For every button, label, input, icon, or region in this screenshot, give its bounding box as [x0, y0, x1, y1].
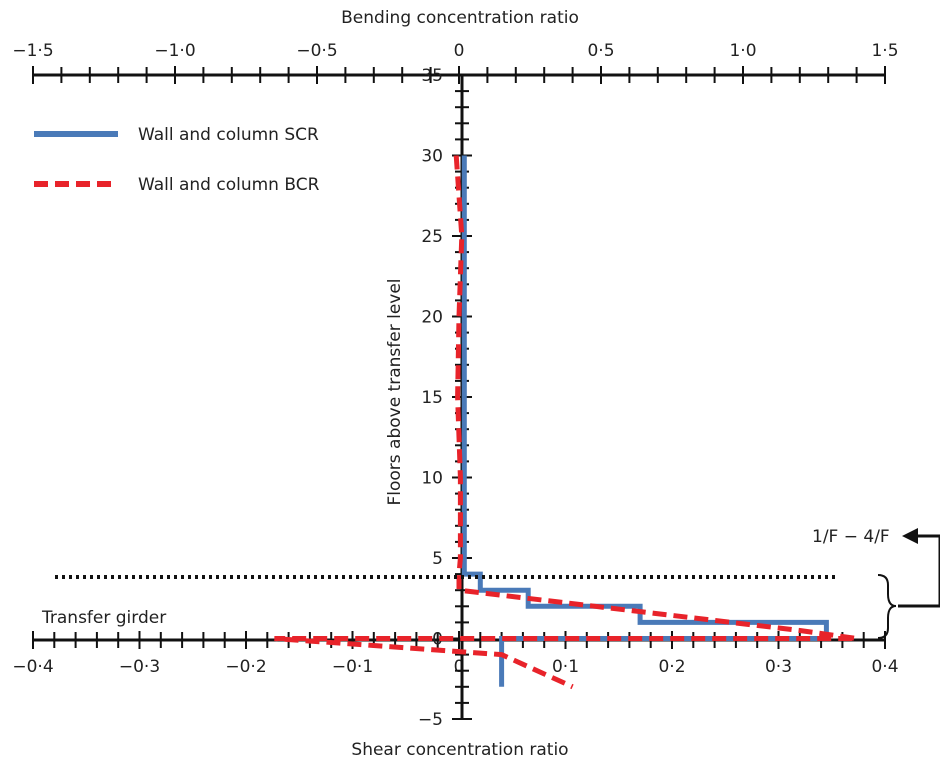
y-axis-tick-label: 20: [421, 308, 443, 328]
bottom-axis-tick-label: −0·2: [225, 657, 266, 677]
y-axis-title: Floors above transfer level: [385, 278, 405, 505]
transfer-girder-label: Transfer girder: [41, 608, 166, 628]
y-axis-tick-label: 10: [421, 469, 443, 489]
y-axis-tick-label: 30: [421, 147, 443, 167]
bottom-axis-tick-label: 0·3: [765, 657, 792, 677]
top-axis-tick-label: −0·5: [296, 41, 337, 61]
annotations-group: Transfer girder 1/F − 4/F: [41, 527, 940, 639]
bottom-axis-tick-label: 0·1: [552, 657, 579, 677]
series-line-1: [461, 155, 829, 687]
bottom-axis-tick-label: 0: [454, 657, 465, 677]
y-axis-tick-label: 5: [432, 549, 443, 569]
y-axis-tick-label: −5: [418, 710, 443, 730]
legend-label-2: Wall and column BCR: [138, 175, 320, 195]
y-axis-tick-label: 15: [421, 388, 443, 408]
top-axis-tick-label: 0: [454, 41, 465, 61]
top-axis-tick-label: 0·5: [587, 41, 614, 61]
floor-range-label: 1/F − 4/F: [812, 527, 890, 547]
bottom-axis-tick-label: −0·1: [332, 657, 373, 677]
bottom-axis-tick-label: 0·2: [658, 657, 685, 677]
bottom-axis-tick-label: −0·3: [119, 657, 160, 677]
floor-range-brace: [877, 574, 897, 639]
series-group: [274, 155, 857, 690]
y-axis-tick-label: 25: [421, 227, 443, 247]
bottom-axis-tick-label: 0·4: [871, 657, 898, 677]
top-axis-tick-label: −1·5: [12, 41, 53, 61]
bottom-axis-title: Shear concentration ratio: [351, 740, 568, 760]
axes-group: −1·5 −1·0 −0·5 0 0·5 1·0 1·5 Bending concentrat…: [12, 8, 898, 760]
floor-range-pointer: [898, 534, 940, 608]
legend: Wall and column SCR Wall and column BCR: [34, 125, 320, 195]
y-axis-tick-label: 0: [432, 630, 443, 650]
top-axis-tick-label: 1·5: [871, 41, 898, 61]
top-axis-tick-label: −1·0: [154, 41, 195, 61]
top-axis-title: Bending concentration ratio: [341, 8, 579, 28]
floor-range-arrowhead: [902, 528, 918, 544]
legend-label-1: Wall and column SCR: [138, 125, 319, 145]
top-axis-tick-label: 1·0: [729, 41, 756, 61]
bottom-axis-tick-label: −0·4: [12, 657, 53, 677]
series-line-2: [274, 155, 857, 690]
y-axis-tick-label: 35: [421, 66, 443, 86]
